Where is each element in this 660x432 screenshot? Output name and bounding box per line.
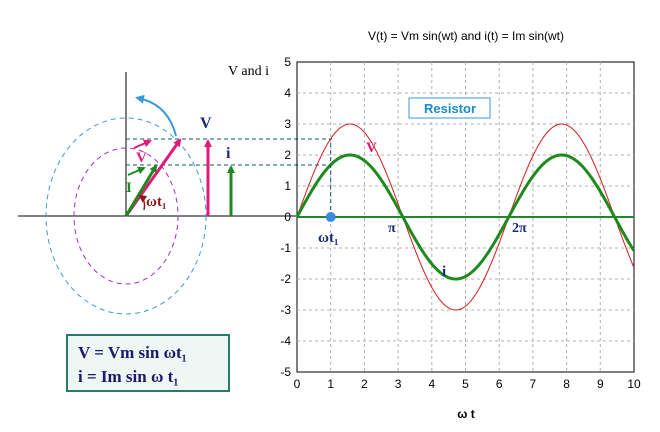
x-tick-label: 8 (563, 377, 570, 391)
y-tick-label: 0 (284, 210, 291, 224)
phasor-diagram: V I V i ωt₁ (18, 72, 332, 315)
i-curve-label: i (442, 264, 446, 280)
angle-arc (138, 194, 148, 211)
formula-box: V = Vm sin ωt₁ i = Im sin ω t₁ (66, 334, 230, 392)
v-formula: V = Vm sin ωt₁ (78, 343, 187, 362)
y-tick-label: -4 (280, 334, 291, 348)
y-axis-label: V and i (228, 64, 269, 79)
wt1-marker-point (325, 212, 336, 222)
x-axis-label: ω t (457, 407, 474, 421)
two-pi-label: 2π (512, 221, 527, 236)
v-phasor-circle (45, 117, 207, 315)
i-series-line (295, 153, 636, 281)
x-tick-label: 6 (496, 377, 503, 391)
rotation-arrow (135, 94, 177, 137)
x-tick-label: 0 (294, 377, 301, 391)
x-tick-label: 2 (361, 377, 368, 391)
x-tick-label: 3 (395, 377, 402, 391)
x-tick-label: 7 (530, 377, 537, 391)
y-tick-label: -2 (280, 272, 291, 286)
i-phasor-label: I (126, 180, 132, 196)
x-tick-label: 1 (327, 377, 334, 391)
waveform-chart: V(t) = Vm sin(wt) and i(t) = Im sin(wt) … (228, 29, 641, 421)
i-direction-arrow (127, 166, 146, 176)
resistor-box (408, 97, 491, 119)
y-tick-label: 5 (284, 55, 291, 69)
i-formula: i = Im sin ω t₁ (78, 367, 179, 386)
pi-label: π (388, 221, 396, 236)
y-tick-label: -5 (280, 365, 291, 379)
x-tick-label: 4 (428, 377, 435, 391)
i-phasor-arrow (124, 164, 158, 217)
i-bar-label: i (226, 145, 231, 162)
v-phasor-label: V (136, 150, 147, 166)
v-bar-label: V (200, 115, 212, 132)
i-phasor-circle (73, 147, 179, 285)
resistor-label: Resistor (424, 101, 476, 116)
y-tick-label: 1 (284, 179, 291, 193)
x-tick-label: 9 (597, 377, 604, 391)
v-curve-label: V (366, 140, 377, 156)
y-tick-label: -1 (280, 241, 291, 255)
y-tick-label: 3 (284, 117, 291, 131)
angle-label: ωt₁ (146, 194, 166, 210)
v-series-line (296, 123, 635, 311)
v-direction-arrow (133, 139, 152, 149)
y-tick-label: 4 (284, 86, 291, 100)
x-tick-label: 5 (462, 377, 469, 391)
y-tick-label: 2 (284, 148, 291, 162)
x-tick-label: 10 (627, 377, 641, 391)
wt1-marker-label: ωt₁ (318, 230, 338, 246)
y-tick-label: -3 (280, 303, 291, 317)
chart-title: V(t) = Vm sin(wt) and i(t) = Im sin(wt) (368, 29, 564, 43)
